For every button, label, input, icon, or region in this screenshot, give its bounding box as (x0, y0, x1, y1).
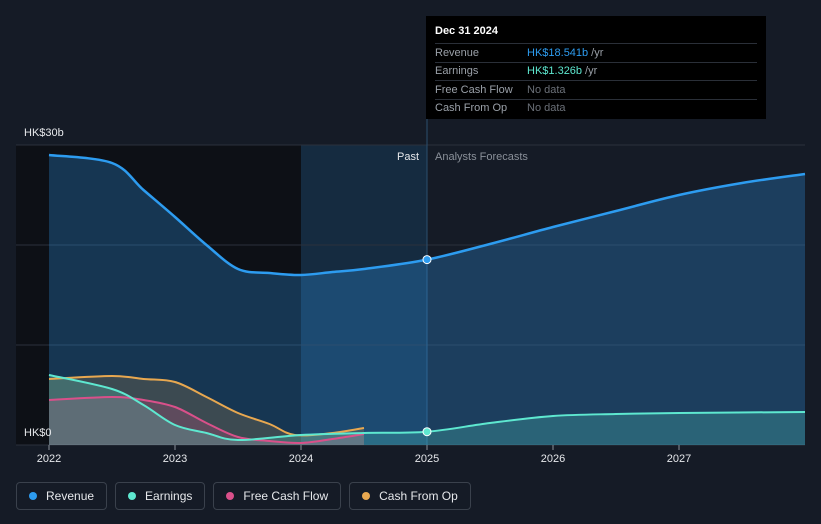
revenue-line (48, 153, 806, 277)
tooltip-row: Free Cash Flow No data (435, 80, 757, 99)
legend-dot-icon (29, 492, 37, 500)
y-axis-bottom-label: HK$0 (24, 427, 52, 439)
forecast-label: Analysts Forecasts (435, 151, 528, 163)
revenue-marker (422, 255, 432, 265)
tooltip-row-label: Free Cash Flow (435, 83, 513, 96)
legend-item-free-cash-flow[interactable]: Free Cash Flow (213, 482, 342, 510)
markers (422, 255, 432, 437)
earnings-line (48, 374, 806, 442)
tooltip-row-value: HK$1.326b (527, 65, 583, 78)
tooltip-row-label: Revenue (435, 46, 480, 59)
y-axis-top-label: HK$30b (24, 127, 64, 139)
tooltip-date: Dec 31 2024 (435, 25, 498, 37)
tooltip-row-label: Cash From Op (435, 102, 508, 115)
legend-label: Cash From Op (379, 489, 458, 503)
legend-item-cash-from-op[interactable]: Cash From Op (349, 482, 471, 510)
series-areas (49, 155, 805, 445)
legend-item-earnings[interactable]: Earnings (115, 482, 206, 510)
revenue-area (49, 155, 805, 445)
tooltip-row-value: No data (527, 102, 566, 115)
tooltip-row: Earnings HK$1.326b/yr (435, 61, 757, 81)
tooltip-row-value: No data (527, 83, 566, 96)
legend: Revenue Earnings Free Cash Flow Cash From O… (16, 482, 471, 510)
legend-label: Free Cash Flow (243, 489, 329, 503)
tooltip-row-value: HK$18.541b (527, 46, 589, 59)
tooltip: Dec 31 2024 Revenue HK$18.541b/yr Earnings… (426, 16, 766, 119)
legend-dot-icon (128, 492, 137, 500)
legend-item-revenue[interactable]: Revenue (16, 482, 108, 510)
tooltip-rows: Revenue HK$18.541b/yr Earnings HK$1.326b/yr… (435, 43, 757, 117)
x-tick-label: 2025 (415, 453, 439, 465)
x-tick-label: 2026 (541, 453, 565, 465)
x-tick-label: 2022 (37, 453, 61, 465)
x-axis-ticks: 2022 2023 2024 2025 2026 2027 (37, 445, 691, 465)
legend-label: Earnings (145, 489, 193, 503)
x-tick-label: 2024 (289, 453, 313, 465)
earnings-area (49, 375, 805, 445)
highlight-band (301, 145, 427, 445)
cfo-area (49, 376, 364, 445)
grid (16, 144, 805, 446)
tooltip-row: Revenue HK$18.541b/yr (435, 43, 757, 62)
legend-label: Revenue (46, 489, 95, 503)
tooltip-row-unit: /yr (585, 65, 598, 78)
x-tick-label: 2027 (667, 453, 691, 465)
earnings-marker (422, 427, 432, 437)
fcf-area (49, 397, 364, 445)
x-tick-label: 2023 (163, 453, 187, 465)
series-lines (48, 153, 806, 445)
tooltip-row: Cash From Op No data (435, 98, 757, 118)
tooltip-row-label: Earnings (435, 65, 479, 78)
past-band (16, 145, 301, 445)
legend-dot-icon (226, 492, 235, 500)
legend-dot-icon (362, 492, 371, 500)
past-label: Past (397, 151, 419, 163)
tooltip-row-unit: /yr (591, 46, 604, 59)
